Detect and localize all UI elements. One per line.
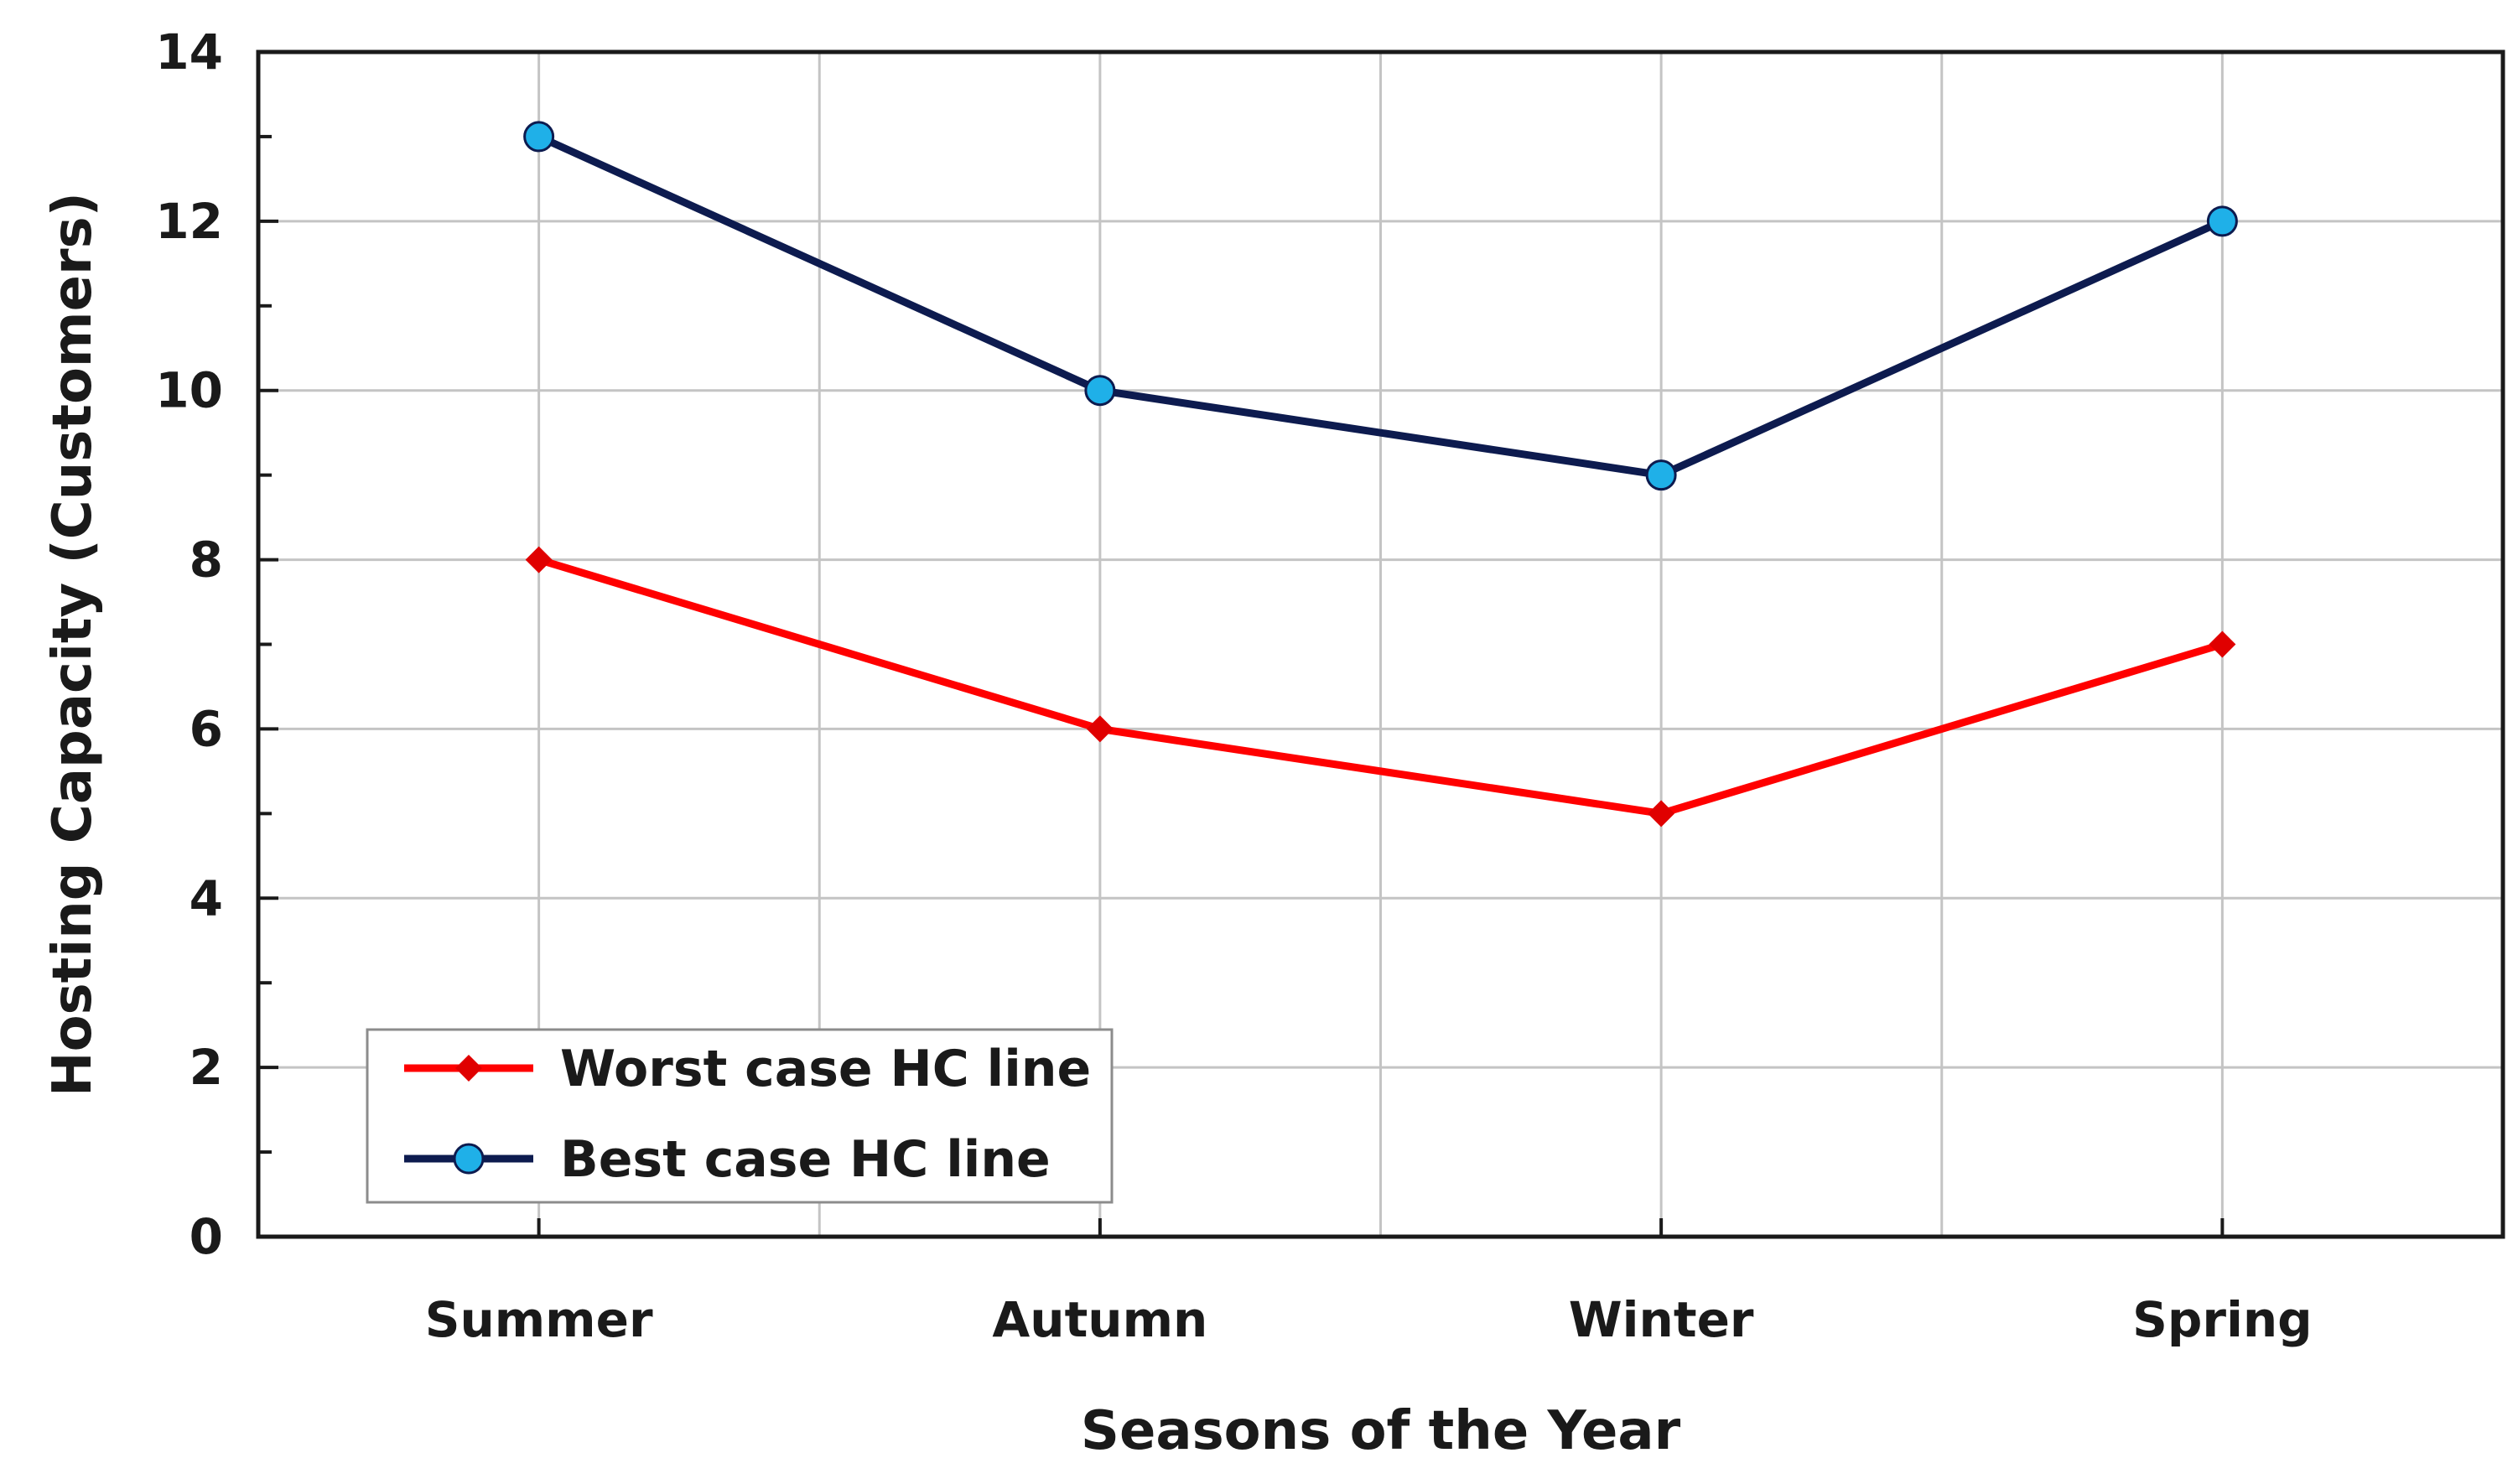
data-point-marker bbox=[2209, 630, 2236, 658]
y-tick-label: 6 bbox=[189, 700, 223, 757]
x-tick-label: Winter bbox=[1569, 1291, 1754, 1348]
series-line-1 bbox=[535, 556, 2226, 817]
data-point-marker bbox=[1645, 459, 1677, 491]
y-tick-label: 2 bbox=[189, 1039, 223, 1096]
x-tick-label: Summer bbox=[425, 1291, 653, 1348]
x-axis-tick-labels: Summer Autumn Winter Spring bbox=[425, 1291, 2313, 1348]
x-tick-label: Autumn bbox=[992, 1291, 1207, 1348]
series-line-2 bbox=[535, 132, 2226, 480]
data-point-marker bbox=[1084, 375, 1116, 407]
legend-swatch-marker bbox=[455, 1055, 482, 1082]
data-point-marker bbox=[525, 546, 553, 573]
y-tick-label: 4 bbox=[189, 869, 223, 926]
legend-swatch-marker bbox=[453, 1143, 485, 1175]
x-axis-title: Seasons of the Year bbox=[1081, 1400, 1681, 1462]
y-tick-label: 10 bbox=[155, 362, 223, 419]
data-point-marker bbox=[1086, 715, 1114, 743]
x-tick-label: Spring bbox=[2132, 1291, 2313, 1348]
data-point-marker bbox=[2206, 205, 2238, 237]
y-tick-label: 12 bbox=[155, 193, 223, 250]
legend-label: Best case HC line bbox=[560, 1130, 1051, 1189]
y-tick-label: 8 bbox=[189, 532, 223, 589]
data-point-marker bbox=[1648, 800, 1675, 828]
y-axis-title: Hosting Capacity (Customers) bbox=[42, 192, 104, 1097]
y-tick-label: 14 bbox=[155, 23, 223, 80]
series-lines bbox=[535, 132, 2226, 817]
y-tick-label: 0 bbox=[189, 1208, 223, 1265]
legend-item: Worst case HC line bbox=[404, 1040, 1091, 1098]
data-point-marker bbox=[523, 121, 555, 153]
grid bbox=[258, 52, 2503, 1237]
legend-box bbox=[366, 1028, 1114, 1204]
legend: Worst case HC line Best case HC line bbox=[366, 1028, 1114, 1204]
legend-item: Best case HC line bbox=[404, 1130, 1051, 1189]
series-markers bbox=[523, 121, 2238, 828]
legend-label: Worst case HC line bbox=[560, 1040, 1091, 1098]
y-axis-tick-labels: 0 2 4 6 8 10 12 14 bbox=[155, 23, 223, 1265]
plot-area-border bbox=[256, 49, 2505, 1239]
